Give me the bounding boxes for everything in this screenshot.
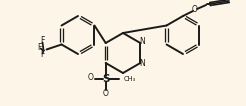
Text: F: F [37, 43, 42, 52]
Text: O: O [88, 73, 94, 82]
Text: F: F [40, 50, 45, 59]
Text: O: O [192, 6, 198, 15]
Text: N: N [139, 59, 145, 68]
Text: O: O [103, 89, 109, 98]
Text: S: S [102, 74, 109, 84]
Text: CH₃: CH₃ [124, 76, 136, 82]
Text: N: N [139, 38, 145, 47]
Text: F: F [40, 36, 45, 45]
